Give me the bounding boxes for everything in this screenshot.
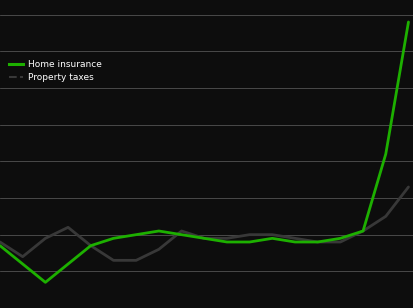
Legend: Home insurance, Property taxes: Home insurance, Property taxes <box>9 60 102 82</box>
